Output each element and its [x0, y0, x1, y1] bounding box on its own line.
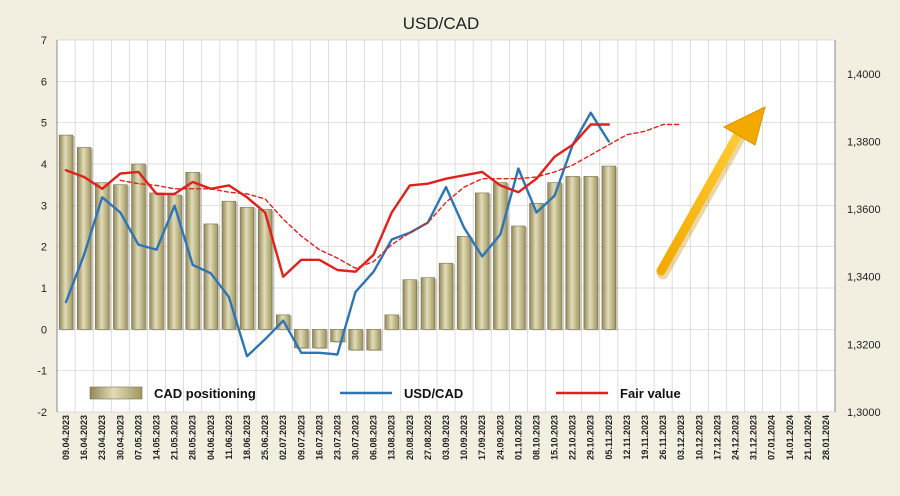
bar-cad-positioning	[493, 182, 508, 330]
x-tick-label: 08.10.2023	[531, 415, 541, 460]
x-tick-label: 24.09.2023	[495, 415, 505, 460]
bar-cad-positioning	[583, 176, 598, 330]
left-tick-label: 1	[41, 283, 47, 295]
x-tick-label: 24.12.2023	[730, 415, 740, 460]
x-tick-label: 10.12.2023	[694, 415, 704, 460]
bar-cad-positioning	[456, 236, 472, 330]
x-tick-label: 03.09.2023	[441, 415, 451, 460]
x-tick-label: 09.04.2023	[61, 415, 71, 460]
bar-cad-positioning	[185, 171, 200, 330]
right-tick-label: 1,4000	[847, 69, 881, 81]
bar-cad-positioning	[95, 182, 110, 330]
x-tick-label: 11.06.2023	[224, 415, 234, 460]
x-tick-label: 26.11.2023	[658, 415, 668, 460]
x-tick-label: 25.06.2023	[260, 415, 270, 460]
left-tick-label: -1	[37, 366, 47, 378]
bar-cad-positioning	[113, 184, 128, 330]
x-tick-label: 23.07.2023	[332, 415, 342, 460]
right-tick-label: 1,3600	[847, 204, 881, 216]
legend-label: USD/CAD	[404, 386, 463, 401]
series-line-fair-value-trend	[119, 123, 682, 269]
left-tick-label: 0	[41, 324, 47, 336]
right-tick-label: 1,3800	[847, 136, 881, 148]
bar-cad-positioning	[420, 277, 436, 330]
x-tick-label: 03.12.2023	[676, 415, 686, 460]
x-tick-label: 29.10.2023	[586, 415, 596, 460]
x-tick-label: 16.04.2023	[79, 415, 89, 460]
x-tick-label: 28.01.2024	[821, 415, 831, 460]
bar-cad-positioning	[149, 192, 164, 330]
x-tick-label: 01.10.2023	[513, 415, 523, 460]
x-tick-label: 17.09.2023	[477, 415, 487, 460]
x-tick-label: 09.07.2023	[296, 415, 306, 460]
left-tick-label: 2	[41, 242, 47, 254]
bar-cad-positioning	[475, 192, 490, 330]
x-tick-label: 05.11.2023	[604, 415, 614, 460]
bar-cad-positioning	[511, 225, 526, 330]
x-tick-label: 31.12.2023	[749, 415, 759, 460]
bar-cad-positioning	[547, 182, 562, 330]
bar-cad-positioning	[384, 314, 399, 330]
x-tick-label: 07.01.2024	[767, 415, 777, 460]
left-tick-label: 5	[41, 118, 47, 130]
x-tick-label: 14.05.2023	[152, 415, 162, 460]
series-line-usd-cad	[64, 111, 610, 358]
x-tick-label: 12.11.2023	[622, 415, 632, 460]
x-tick-label: 23.04.2023	[97, 415, 107, 460]
bar-cad-positioning	[221, 200, 237, 330]
x-tick-label: 21.01.2024	[803, 415, 813, 460]
bar-cad-positioning	[58, 134, 74, 330]
x-tick-label: 15.10.2023	[550, 415, 560, 460]
x-tick-label: 07.05.2023	[133, 415, 143, 460]
bar-cad-positioning	[257, 209, 273, 330]
arrow-shaft	[656, 126, 745, 276]
x-tick-label: 16.07.2023	[314, 415, 324, 460]
bar-cad-positioning	[565, 176, 580, 330]
legend-swatch-cad-positioning	[89, 386, 143, 400]
x-tick-label: 13.08.2023	[387, 415, 397, 460]
left-tick-label: -2	[37, 407, 47, 419]
series-line-fair-value	[64, 123, 610, 278]
legend-label: Fair value	[620, 386, 681, 401]
x-tick-label: 18.06.2023	[242, 415, 252, 460]
bar-cad-positioning	[348, 329, 363, 351]
bar-cad-positioning	[76, 147, 92, 330]
bar-cad-positioning	[203, 223, 218, 330]
x-tick-label: 28.05.2023	[188, 415, 198, 460]
chart-title: USD/CAD	[403, 14, 480, 33]
x-tick-label: 21.05.2023	[170, 415, 180, 460]
bar-cad-positioning	[529, 202, 544, 330]
bar-cad-positioning	[239, 207, 255, 330]
x-tick-label: 02.07.2023	[278, 415, 288, 460]
bar-cad-positioning	[402, 279, 417, 330]
x-tick-label: 04.06.2023	[206, 415, 216, 460]
arrow-head	[722, 106, 766, 146]
x-tick-label: 20.08.2023	[405, 415, 415, 460]
x-tick-label: 22.10.2023	[568, 415, 578, 460]
x-tick-label: 27.08.2023	[423, 415, 433, 460]
x-tick-label: 30.07.2023	[351, 415, 361, 460]
legend-label: CAD positioning	[154, 386, 256, 401]
right-tick-label: 1,3000	[847, 407, 881, 419]
left-tick-label: 3	[41, 200, 47, 212]
right-tick-label: 1,3400	[847, 272, 881, 284]
x-tick-label: 30.04.2023	[115, 415, 125, 460]
left-tick-label: 4	[41, 159, 47, 171]
x-tick-label: 17.12.2023	[712, 415, 722, 460]
bar-cad-positioning	[438, 262, 454, 330]
x-tick-label: 19.11.2023	[640, 415, 650, 460]
left-tick-label: 7	[41, 35, 47, 47]
right-tick-label: 1,3200	[847, 339, 881, 351]
bar-cad-positioning	[601, 165, 617, 330]
left-tick-label: 6	[41, 76, 47, 88]
x-tick-label: 06.08.2023	[369, 415, 379, 460]
x-tick-label: 14.01.2024	[785, 415, 795, 460]
x-tick-label: 10.09.2023	[459, 415, 469, 460]
bar-cad-positioning	[312, 329, 327, 349]
bar-cad-positioning	[366, 329, 381, 351]
